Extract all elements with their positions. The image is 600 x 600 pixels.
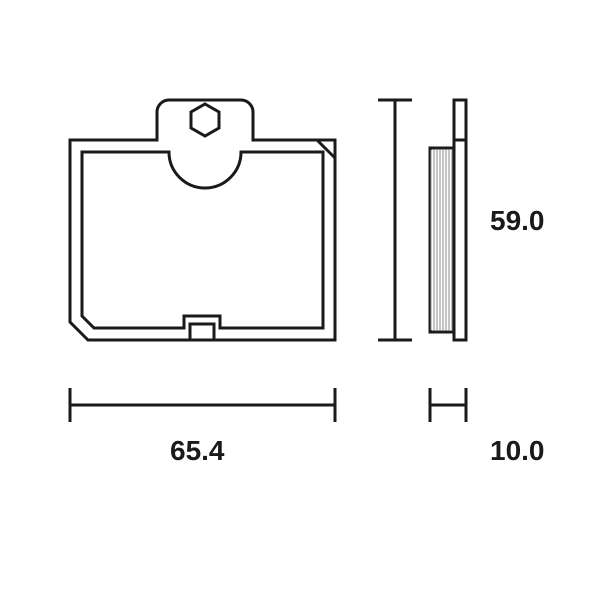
- thickness-label: 10.0: [490, 435, 545, 466]
- technical-drawing: 59.0 65.4 10.0: [0, 0, 600, 600]
- side-view: [430, 100, 466, 340]
- drawing-svg: 59.0 65.4 10.0: [0, 0, 600, 600]
- shading: [431, 150, 452, 330]
- width-label: 65.4: [170, 435, 225, 466]
- dimension-lines: [70, 100, 466, 422]
- side-backing-plate: [454, 140, 466, 340]
- height-label: 59.0: [490, 205, 545, 236]
- right-corner-cut: [317, 140, 335, 158]
- bottom-notch: [190, 324, 214, 340]
- front-view: [70, 100, 335, 340]
- pad-inner-outline: [82, 152, 323, 328]
- bolt-hexagon: [191, 104, 219, 136]
- side-tab: [454, 100, 466, 140]
